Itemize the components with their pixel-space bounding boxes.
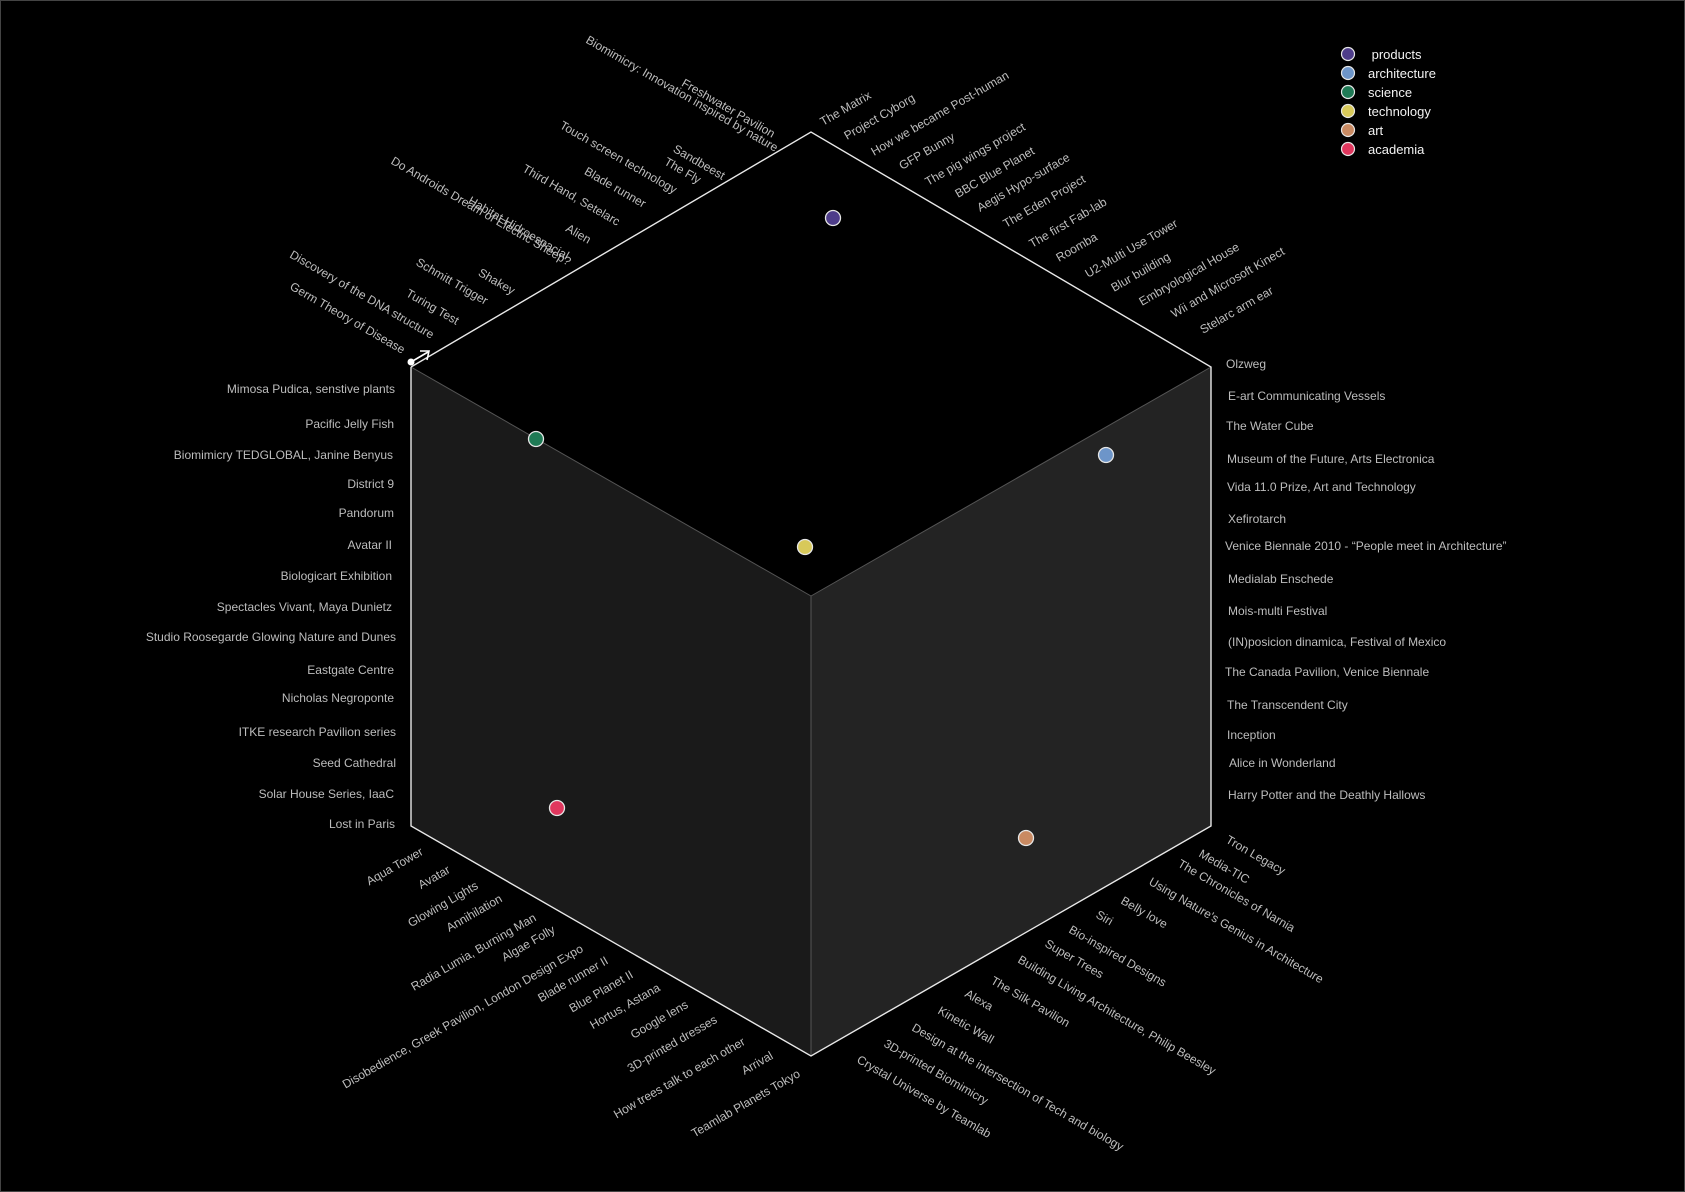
legend-label-4: technology	[1368, 104, 1431, 119]
label-right-14: Alice in Wonderland	[1229, 756, 1336, 770]
legend-label-1: products	[1368, 47, 1422, 62]
label-right-7: Venice Biennale 2010 - “People meet in A…	[1225, 539, 1507, 553]
academia-marker	[548, 799, 566, 817]
label-right-11: The Canada Pavilion, Venice Biennale	[1225, 665, 1429, 679]
label-right-1: Olzweg	[1226, 357, 1266, 371]
label-bottom-left-2: Avatar	[416, 862, 453, 891]
label-left-13: Seed Cathedral	[313, 756, 396, 770]
label-bottom-right-6: Siri	[1094, 907, 1116, 928]
label-right-4: Museum of the Future, Arts Electronica	[1227, 452, 1435, 466]
origin-arrow	[410, 351, 429, 363]
label-left-9: Studio Roosegarde Glowing Nature and Dun…	[146, 630, 396, 644]
label-right-15: Harry Potter and the Deathly Hallows	[1228, 788, 1425, 802]
cube-outline	[410, 131, 1212, 1057]
legend-swatch-6	[1340, 141, 1356, 157]
label-right-12: The Transcendent City	[1227, 698, 1348, 712]
label-left-12: ITKE research Pavilion series	[239, 725, 396, 739]
label-left-15: Lost in Paris	[329, 817, 395, 831]
label-left-11: Nicholas Negroponte	[282, 691, 394, 705]
legend-label-2: architecture	[1368, 66, 1436, 81]
label-left-7: Biologicart Exhibition	[281, 569, 392, 583]
label-bottom-right-11: Alexa	[963, 986, 996, 1013]
legend-label-6: academia	[1368, 142, 1425, 157]
label-right-9: Mois-multi Festival	[1228, 604, 1327, 618]
cube-right-face	[811, 367, 1211, 1056]
legend-swatch-1	[1340, 46, 1356, 62]
label-bottom-right-5: Belly love	[1119, 893, 1171, 931]
legend-swatch-4	[1340, 103, 1356, 119]
art-marker	[1017, 829, 1035, 847]
legend-swatch-2	[1340, 65, 1356, 81]
label-left-5: Pandorum	[339, 506, 394, 520]
technology-marker	[796, 538, 814, 556]
label-right-5: Vida 11.0 Prize, Art and Technology	[1227, 480, 1416, 494]
label-left-4: District 9	[347, 477, 394, 491]
architecture-marker	[1097, 446, 1115, 464]
label-right-8: Medialab Enschede	[1228, 572, 1334, 586]
label-left-2: Pacific Jelly Fish	[305, 417, 394, 431]
label-top-left-1: Biomimicry: Innovation inspired by natur…	[583, 33, 780, 155]
label-bottom-right-13: Design at the intersection of Tech and b…	[910, 1020, 1127, 1153]
label-top-left-9: Habitat Hidroespacial	[466, 193, 572, 262]
label-left-8: Spectacles Vivant, Maya Dunietz	[217, 600, 392, 614]
label-right-6: Xefirotarch	[1228, 512, 1286, 526]
label-right-10: (IN)posicion dinamica, Festival of Mexic…	[1228, 635, 1446, 649]
legend-label-3: science	[1368, 85, 1412, 100]
label-right-2: E-art Communicating Vessels	[1228, 389, 1385, 403]
label-left-1: Mimosa Pudica, senstive plants	[227, 382, 395, 396]
label-left-10: Eastgate Centre	[307, 663, 394, 677]
origin-arrow-head	[420, 350, 430, 361]
legend-swatch-3	[1340, 84, 1356, 100]
products-marker	[824, 209, 842, 227]
label-right-3: The Water Cube	[1226, 419, 1314, 433]
label-left-6: Avatar II	[348, 538, 392, 552]
label-right-13: Inception	[1227, 728, 1276, 742]
cube-edge-inner-left	[410, 366, 812, 597]
cube-edge-inner-right	[810, 366, 1212, 597]
label-top-left-7: Third Hand, Setelarc	[520, 161, 622, 228]
legend-label-5: art	[1368, 123, 1384, 138]
label-bottom-left-14: Arrival	[739, 1048, 775, 1077]
legend-swatch-5	[1340, 122, 1356, 138]
label-left-14: Solar House Series, IaaC	[259, 787, 395, 801]
science-marker	[527, 430, 545, 448]
label-left-3: Biomimicry TEDGLOBAL, Janine Benyus	[174, 448, 393, 462]
label-top-left-10: Alien	[563, 221, 593, 246]
